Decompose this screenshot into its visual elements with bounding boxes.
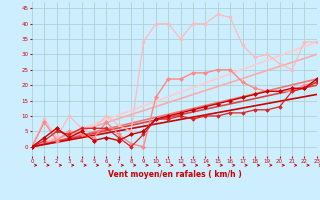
X-axis label: Vent moyen/en rafales ( km/h ): Vent moyen/en rafales ( km/h ): [108, 170, 241, 179]
